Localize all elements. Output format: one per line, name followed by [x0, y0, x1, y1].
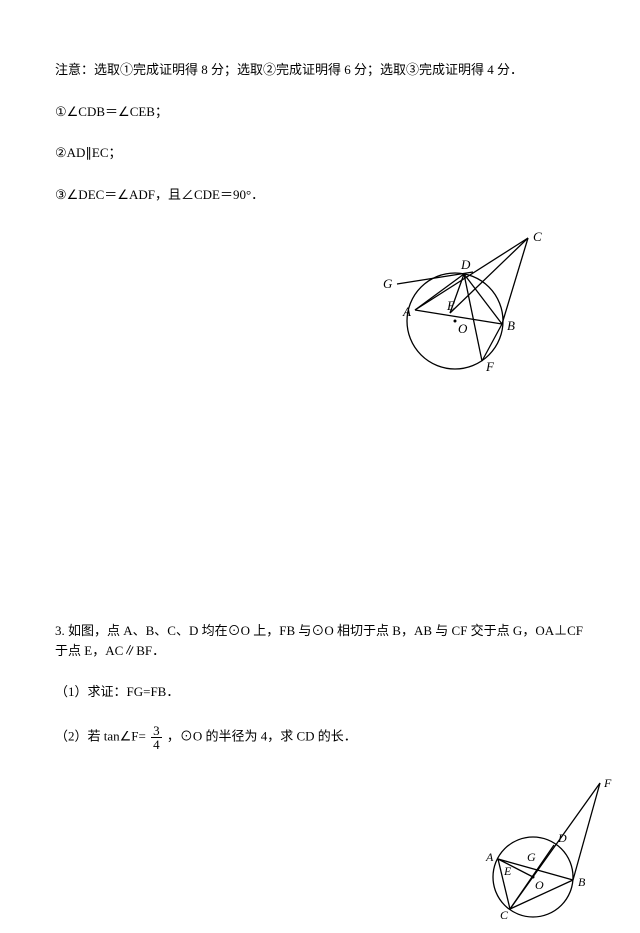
- svg-text:B: B: [507, 318, 515, 333]
- option-3: ③∠DEC＝∠ADF，且∠CDE＝90°．: [55, 185, 585, 205]
- problem-3: 3. 如图，点 A、B、C、D 均在⊙O 上，FB 与⊙O 相切于点 B，AB …: [55, 621, 585, 751]
- q2-text-b: ，⊙O 的半径为 4，求 CD 的长．: [167, 728, 357, 743]
- svg-text:F: F: [485, 359, 495, 374]
- option-1: ①∠CDB＝∠CEB；: [55, 102, 585, 122]
- svg-text:G: G: [527, 850, 536, 864]
- svg-text:D: D: [460, 257, 471, 272]
- svg-text:O: O: [535, 878, 544, 892]
- figure-1-svg: A B C D E F G O: [365, 226, 545, 386]
- svg-text:C: C: [500, 908, 509, 922]
- figure-1: A B C D E F G O: [365, 226, 585, 386]
- svg-text:E: E: [503, 864, 512, 878]
- svg-text:A: A: [402, 304, 411, 319]
- svg-text:B: B: [578, 875, 586, 889]
- svg-text:D: D: [557, 831, 567, 845]
- page: 注意：选取①完成证明得 8 分；选取②完成证明得 6 分；选取③完成证明得 4 …: [0, 0, 640, 905]
- svg-text:A: A: [485, 850, 494, 864]
- problem-3-stem: 3. 如图，点 A、B、C、D 均在⊙O 上，FB 与⊙O 相切于点 B，AB …: [55, 621, 585, 660]
- fraction-num: 3: [151, 724, 162, 738]
- q2-text-a: （2）若 tan∠F=: [55, 728, 146, 743]
- figure-2: ABCDEFGO: [470, 773, 585, 933]
- svg-text:G: G: [383, 276, 393, 291]
- svg-text:E: E: [446, 298, 455, 313]
- problem-3-q2: （2）若 tan∠F= 3 4 ，⊙O 的半径为 4，求 CD 的长．: [55, 724, 585, 751]
- option-2: ②AD∥EC；: [55, 143, 585, 163]
- fraction: 3 4: [151, 724, 162, 751]
- problem-3-q1: （1）求证：FG=FB．: [55, 682, 585, 702]
- note-text: 注意：选取①完成证明得 8 分；选取②完成证明得 6 分；选取③完成证明得 4 …: [55, 60, 585, 80]
- svg-text:C: C: [533, 229, 542, 244]
- fraction-den: 4: [151, 738, 162, 751]
- figure-2-svg: A B C D E F GO: [470, 773, 620, 933]
- svg-text:F: F: [603, 776, 612, 790]
- svg-text:O: O: [458, 321, 468, 336]
